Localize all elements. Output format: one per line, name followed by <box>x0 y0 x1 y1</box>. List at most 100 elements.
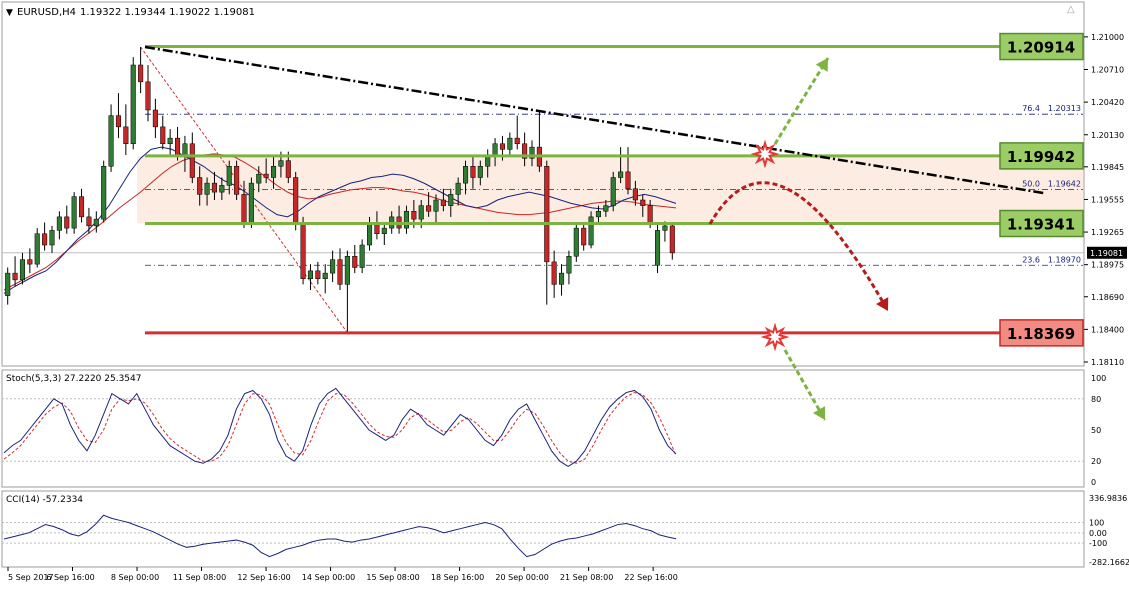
x-tick-label: 21 Sep 08:00 <box>560 573 613 582</box>
breakdown-continuation-arrow <box>783 349 827 421</box>
y-tick-label: 1.21000 <box>1091 33 1124 42</box>
current-price-label: 1.19081 <box>1090 249 1123 258</box>
candle-body <box>522 143 528 159</box>
candle-body <box>359 244 365 268</box>
candle-body <box>263 173 269 178</box>
stoch-title: Stoch(5,3,3) 27.2220 25.3547 <box>6 374 141 384</box>
level-label-text: 1.20914 <box>1007 39 1075 57</box>
fib-ratio-label: 76.4 <box>1022 104 1040 113</box>
candle-body <box>307 270 314 279</box>
candle-body <box>477 166 483 178</box>
x-tick-label: 22 Sep 16:00 <box>624 573 677 582</box>
cci-tick-label: -282.1662 <box>1089 558 1129 567</box>
y-tick-label: 1.18690 <box>1091 293 1124 302</box>
candle-body <box>145 81 151 111</box>
candle-body <box>669 225 675 254</box>
candle-body <box>167 137 173 144</box>
candle-body <box>499 143 506 150</box>
candle-body <box>211 182 218 193</box>
dropdown-arrow-icon[interactable]: ▼ <box>6 8 13 18</box>
stoch-main-line <box>3 387 677 467</box>
candle-body <box>130 64 136 144</box>
candle-body <box>49 230 55 246</box>
candle-body <box>662 225 668 231</box>
level-label-box <box>999 209 1084 238</box>
y-tick-label: 1.19555 <box>1091 195 1124 204</box>
cci-pane <box>1 490 1085 568</box>
x-tick-label: 12 Sep 16:00 <box>237 573 290 582</box>
candle-body <box>544 166 550 263</box>
descending-trendline <box>144 45 1046 195</box>
candle-body <box>440 199 446 206</box>
candle-body <box>588 216 594 246</box>
candle-body <box>197 177 203 195</box>
fib-price-label: 1.18970 <box>1048 255 1081 264</box>
candle-body <box>344 256 350 285</box>
bearish-scenario-arrow <box>708 181 890 312</box>
candle-body <box>34 233 40 265</box>
stoch-pane <box>1 369 1085 488</box>
candle-body <box>573 227 579 257</box>
x-tick-label: 6 Sep 16:00 <box>46 573 94 582</box>
candle-body <box>27 259 33 265</box>
candle-body <box>300 222 306 279</box>
mini-triangle-icon: △ <box>1067 4 1075 15</box>
candle-body <box>462 166 469 184</box>
candle-body <box>418 205 424 220</box>
cci-tick-label: 100 <box>1089 518 1104 527</box>
candle-body <box>152 109 158 128</box>
breakdown-continuation-arrow-head <box>812 406 826 420</box>
level-label-box <box>999 319 1084 347</box>
candle-body <box>632 188 638 201</box>
candle-body <box>640 199 646 206</box>
cci-tick-label: 336.9836 <box>1089 494 1127 503</box>
candle-body <box>529 146 535 159</box>
candle-body <box>558 272 565 285</box>
cci-title: CCI(14) -57.2334 <box>6 495 83 505</box>
candle-body <box>381 227 387 234</box>
candle-body <box>507 137 513 150</box>
candle-body <box>101 166 107 220</box>
cci-tick-label: -100 <box>1089 539 1107 548</box>
stoch-tick-label: 50 <box>1091 426 1101 435</box>
x-tick-label: 14 Sep 00:00 <box>302 573 355 582</box>
breakout-burst-icon <box>750 139 780 169</box>
candle-body <box>595 211 602 218</box>
x-tick-label: 8 Sep 00:00 <box>111 573 159 582</box>
candle-body <box>86 216 92 227</box>
y-tick-label: 1.18400 <box>1091 325 1124 334</box>
candle-body <box>315 270 321 279</box>
level-label-box <box>999 142 1084 170</box>
candle-body <box>189 143 195 178</box>
fib-ratio-label: 50.0 <box>1022 180 1040 189</box>
x-tick-label: 11 Sep 08:00 <box>173 573 226 582</box>
stoch-tick-label: 0 <box>1091 478 1096 487</box>
candle-body <box>448 194 454 206</box>
cci-line <box>3 514 677 558</box>
level-label-box <box>999 32 1084 61</box>
candle-body <box>330 259 336 274</box>
candle-body <box>256 173 262 184</box>
fib-price-label: 1.19642 <box>1048 180 1081 189</box>
candle-body <box>71 196 77 229</box>
bullish-breakout-arrow-head <box>815 58 828 72</box>
y-tick-label: 1.18975 <box>1091 261 1124 270</box>
x-tick-label: 20 Sep 00:00 <box>495 573 548 582</box>
bullish-breakout-arrow <box>773 57 830 145</box>
stoch-tick-label: 100 <box>1091 374 1106 383</box>
cci-tick-label: 0.00 <box>1089 529 1107 538</box>
candle-body <box>138 64 144 83</box>
candle-body <box>108 115 114 167</box>
ma-fast-line <box>3 146 677 294</box>
candle-body <box>654 230 661 266</box>
candle-body <box>514 137 520 144</box>
candle-body <box>123 126 129 144</box>
fib-price-label: 1.20313 <box>1048 104 1081 113</box>
candle-body <box>12 272 18 281</box>
candle-body <box>19 259 26 281</box>
candle-body <box>270 166 277 178</box>
y-tick-label: 1.19265 <box>1091 228 1124 237</box>
candle-body <box>470 166 476 178</box>
fib-ratio-label: 23.6 <box>1022 255 1040 264</box>
